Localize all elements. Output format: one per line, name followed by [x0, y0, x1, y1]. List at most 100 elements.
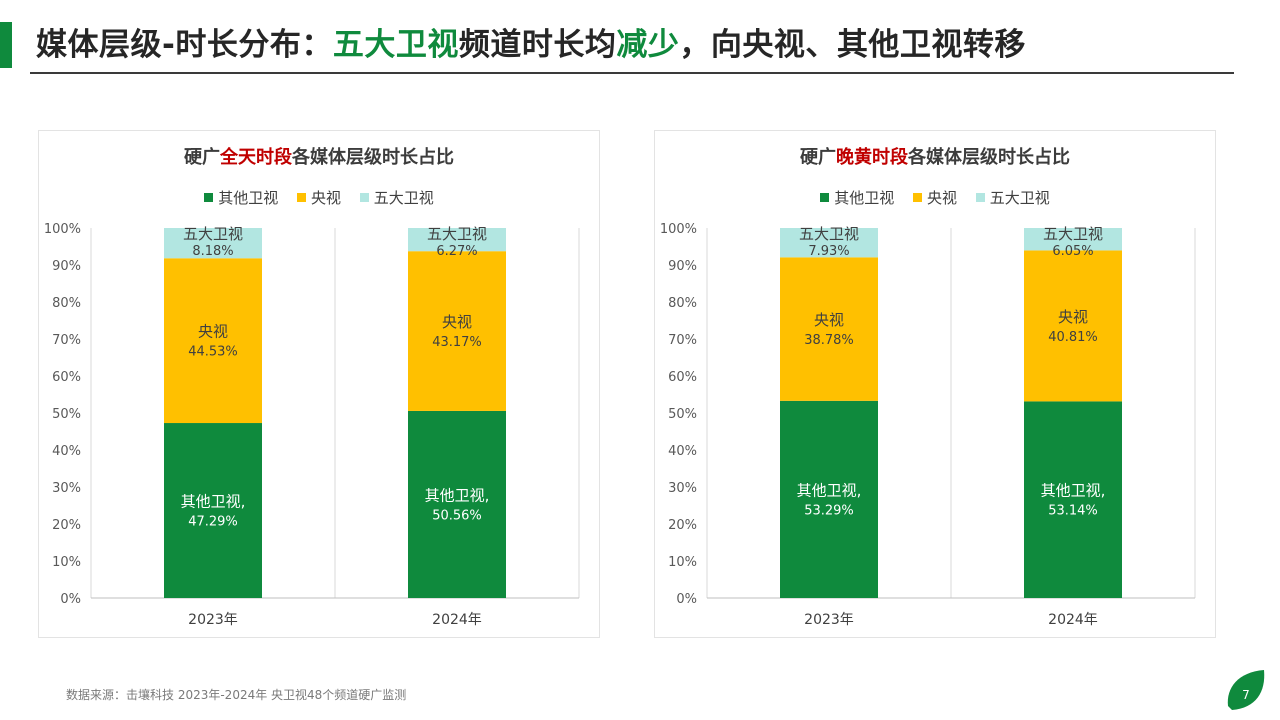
bar-label-series: 五大卫视	[183, 225, 243, 243]
legend-label: 其他卫视	[218, 189, 279, 207]
stacked-bar-chart: 0% 10% 20% 30% 40% 50% 60% 70% 80% 90% 100% 2023年 20…	[660, 222, 1196, 628]
bar-segment	[408, 410, 506, 598]
legend-swatch	[975, 193, 985, 202]
bar-segment	[164, 228, 262, 259]
bar-label-series: 央视	[198, 323, 228, 341]
title-accent-bar	[0, 22, 12, 68]
legend-swatch	[820, 193, 830, 202]
leaf-badge-icon	[1227, 670, 1265, 710]
legend-label: 央视	[310, 189, 341, 207]
y-tick-label: 100%	[44, 222, 81, 237]
title-part-2: 频道时长均	[458, 27, 617, 63]
legend-swatch	[912, 193, 922, 202]
bar-segment	[408, 228, 506, 252]
bar-label-series: 五大卫视	[427, 225, 487, 243]
bar-label-value: 50.56%	[432, 508, 482, 523]
title-highlight-top5: 五大卫视	[332, 27, 459, 63]
title-highlight-decrease: 减少	[616, 27, 680, 63]
legend-swatch	[296, 193, 306, 202]
legend-swatch	[359, 193, 369, 202]
y-tick-label: 30%	[52, 481, 81, 496]
bar-label-series: 其他卫视,	[425, 486, 490, 504]
bar-segment	[408, 251, 506, 411]
bar-label-value: 8.18%	[192, 244, 233, 259]
y-tick-label: 40%	[52, 444, 81, 459]
y-tick-label: 10%	[52, 555, 81, 570]
bar-segment	[780, 257, 878, 401]
x-tick-label: 2024年	[1048, 612, 1098, 628]
chart-legend: 其他卫视 央视 五大卫视	[39, 187, 599, 208]
legend-item-other-satellite: 其他卫视	[204, 187, 278, 208]
bar-label-series: 其他卫视,	[797, 481, 862, 499]
legend-label: 其他卫视	[834, 189, 895, 207]
bar-segment	[1024, 401, 1122, 598]
bar-label-value: 53.29%	[804, 503, 854, 518]
y-tick-label: 20%	[668, 518, 697, 533]
title-part-1: 媒体层级-时长分布：	[36, 27, 333, 63]
y-tick-label: 70%	[668, 333, 697, 348]
chart-panel-all-day: 硬广全天时段各媒体层级时长占比 其他卫视 央视 五大卫视 0% 10% 20% 30%…	[38, 130, 600, 638]
legend-item-top5-satellite: 五大卫视	[359, 187, 434, 208]
y-tick-label: 80%	[668, 296, 697, 311]
y-tick-label: 10%	[668, 555, 697, 570]
x-tick-label: 2023年	[188, 612, 238, 628]
chart-title: 硬广晚黄时段各媒体层级时长占比	[655, 143, 1215, 169]
chart-title-highlight: 晚黄时段	[836, 147, 908, 168]
y-tick-label: 0%	[60, 592, 81, 607]
chart-title: 硬广全天时段各媒体层级时长占比	[39, 143, 599, 169]
legend-label: 五大卫视	[989, 189, 1050, 207]
y-tick-label: 60%	[668, 370, 697, 385]
y-tick-label: 90%	[52, 259, 81, 274]
bar-segment	[164, 258, 262, 424]
bar-label-value: 40.81%	[1048, 330, 1098, 345]
data-source-note: 数据来源：击壤科技 2023年-2024年 央卫视48个频道硬广监测	[66, 688, 407, 702]
bar-segment	[780, 228, 878, 258]
title-divider	[30, 72, 1234, 74]
legend-label: 央视	[926, 189, 957, 207]
bar-label-series: 其他卫视,	[1041, 482, 1106, 500]
x-tick-label: 2024年	[432, 612, 482, 628]
y-tick-label: 80%	[52, 296, 81, 311]
chart-title-suffix: 各媒体层级时长占比	[908, 147, 1070, 168]
y-tick-label: 70%	[52, 333, 81, 348]
title-part-3: ，向央视、其他卫视转移	[679, 27, 1026, 63]
y-tick-label: 30%	[668, 481, 697, 496]
bar-segment	[1024, 228, 1122, 251]
y-tick-label: 0%	[676, 592, 697, 607]
bar-label-series: 央视	[442, 313, 472, 331]
bar-label-value: 43.17%	[432, 335, 482, 350]
chart-title-highlight: 全天时段	[220, 147, 292, 168]
chart-title-prefix: 硬广	[800, 147, 836, 168]
bar-label-value: 6.05%	[1052, 244, 1093, 259]
bar-label-value: 44.53%	[188, 345, 238, 360]
bar-segment	[1024, 250, 1122, 402]
legend-item-top5-satellite: 五大卫视	[975, 187, 1050, 208]
y-tick-label: 90%	[668, 259, 697, 274]
stacked-bar-chart: 0% 10% 20% 30% 40% 50% 60% 70% 80% 90% 100% 2023年 20…	[44, 222, 580, 628]
bar-segment	[780, 400, 878, 598]
y-tick-label: 50%	[668, 407, 697, 422]
chart-title-suffix: 各媒体层级时长占比	[292, 147, 454, 168]
y-tick-label: 20%	[52, 518, 81, 533]
legend-swatch	[204, 193, 214, 202]
y-tick-label: 40%	[668, 444, 697, 459]
legend-item-other-satellite: 其他卫视	[820, 187, 894, 208]
page-title: 媒体层级-时长分布：五大卫视频道时长均减少，向央视、其他卫视转移	[36, 22, 1026, 68]
legend-label: 五大卫视	[373, 189, 434, 207]
bar-segment	[164, 423, 262, 598]
chart-legend: 其他卫视 央视 五大卫视	[655, 187, 1215, 208]
bar-label-value: 7.93%	[808, 244, 849, 259]
bar-label-series: 央视	[814, 311, 844, 329]
y-tick-label: 100%	[660, 222, 697, 237]
bar-label-value: 6.27%	[436, 244, 477, 259]
y-tick-label: 60%	[52, 370, 81, 385]
bar-label-series: 其他卫视,	[181, 493, 246, 511]
legend-item-cctv: 央视	[912, 187, 957, 208]
bar-label-value: 53.14%	[1048, 504, 1098, 519]
page-number: 7	[1242, 688, 1250, 702]
x-tick-label: 2023年	[804, 612, 854, 628]
bar-label-series: 五大卫视	[799, 225, 859, 243]
bar-label-series: 央视	[1058, 308, 1088, 326]
bar-label-value: 38.78%	[804, 333, 854, 348]
chart-panel-prime-time: 硬广晚黄时段各媒体层级时长占比 其他卫视 央视 五大卫视 0% 10% 20% 30%…	[654, 130, 1216, 638]
